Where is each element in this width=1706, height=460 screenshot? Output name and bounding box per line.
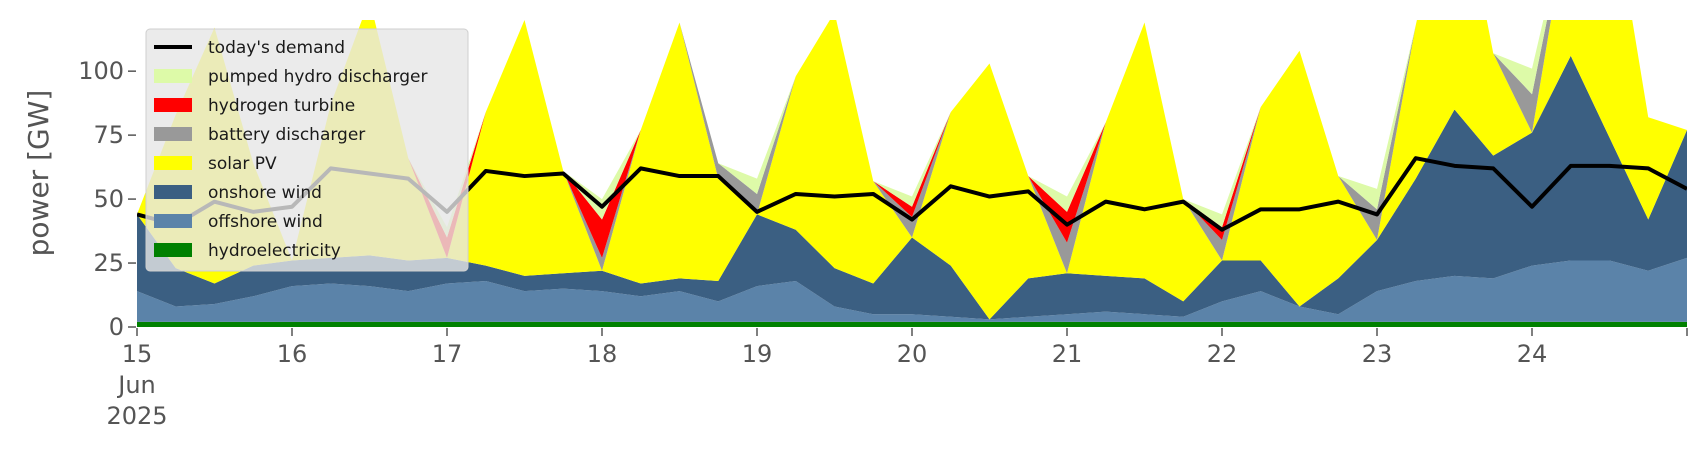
legend-item-offshore-wind: offshore wind: [154, 212, 323, 232]
legend-label: offshore wind: [208, 212, 323, 232]
stacked-areas: [137, 20, 1687, 327]
legend-swatch: [154, 185, 192, 199]
legend-item-pumped-hydro-discharger: pumped hydro discharger: [154, 67, 427, 87]
x-tick-label: 19: [742, 340, 773, 368]
legend-item-solar-pv: solar PV: [154, 154, 277, 174]
x-tick-label: 18: [587, 340, 618, 368]
x-tick-label: 17: [432, 340, 463, 368]
axes: 0 25 50 75 100 15 Jun 2025 16 17 18 19 20 21 22 23 24: [78, 57, 1688, 430]
legend-item-hydroelectricity: hydroelectricity: [154, 241, 341, 261]
area-hydrogen-turbine: [137, 20, 1687, 261]
legend-frame: [145, 28, 469, 272]
legend-label: battery discharger: [208, 125, 365, 145]
x-tick-sublabel: 2025: [106, 402, 167, 430]
legend-item-onshore-wind: onshore wind: [154, 183, 322, 203]
area-hydroelectricity: [137, 321, 1687, 327]
y-tick-label: 0: [109, 313, 124, 341]
legend-swatch: [154, 156, 192, 170]
area-onshore-wind: [137, 55, 1687, 320]
y-tick-label: 75: [93, 121, 124, 149]
area-battery-discharger: [137, 20, 1687, 274]
legend-swatch: [154, 98, 192, 112]
legend-swatch: [154, 69, 192, 83]
x-tick-label: 23: [1362, 340, 1393, 368]
area-offshore-wind: [137, 257, 1687, 322]
legend-label: hydroelectricity: [208, 241, 341, 261]
x-tick-label: 22: [1207, 340, 1238, 368]
legend-swatch: [154, 214, 192, 228]
y-tick-label: 50: [93, 185, 124, 213]
y-tick-label: 100: [78, 57, 124, 85]
legend: today's demand pumped hydro discharger hyd…: [145, 28, 469, 272]
x-tick-label: 24: [1517, 340, 1548, 368]
legend-swatch: [154, 127, 192, 141]
area-solar-pv: [137, 20, 1687, 320]
x-tick-sublabel: Jun: [116, 371, 156, 399]
y-axis-label: power [GW]: [22, 90, 55, 257]
legend-label: solar PV: [208, 154, 277, 174]
x-tick-label: 21: [1052, 340, 1083, 368]
x-tick-label: 16: [277, 340, 308, 368]
legend-label: onshore wind: [208, 183, 322, 203]
y-tick-label: 25: [93, 249, 124, 277]
legend-label: pumped hydro discharger: [208, 67, 427, 87]
legend-swatch: [154, 243, 192, 257]
x-tick-label: 15: [122, 340, 153, 368]
legend-label: hydrogen turbine: [208, 96, 355, 116]
legend-item-today-s-demand: today's demand: [154, 38, 345, 58]
legend-item-hydrogen-turbine: hydrogen turbine: [154, 96, 355, 116]
legend-item-battery-discharger: battery discharger: [154, 125, 365, 145]
x-tick-label: 20: [897, 340, 928, 368]
legend-label: today's demand: [208, 38, 345, 58]
